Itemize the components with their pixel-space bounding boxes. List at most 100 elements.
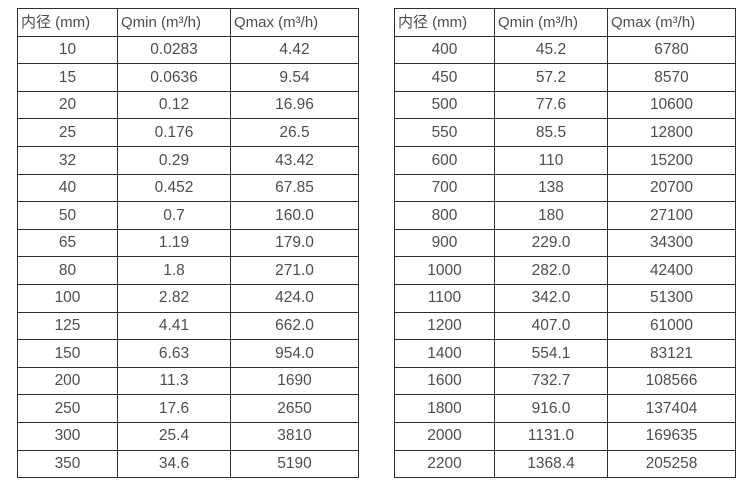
table-cell: 25: [17, 118, 118, 147]
table-cell: 1.19: [117, 228, 231, 258]
table-cell: 350: [17, 449, 118, 479]
table-row: 1000 282.0 42400: [394, 256, 736, 285]
table-cell: 424.0: [230, 283, 359, 313]
table-cell: 2650: [230, 394, 359, 423]
table-cell: 2000: [394, 421, 495, 451]
table-cell: 10600: [607, 90, 736, 120]
table-cell: 1000: [394, 256, 495, 285]
table-row: 10 0.0283 4.42: [17, 35, 359, 65]
table-cell: 407.0: [494, 311, 608, 341]
table-row: 550 85.5 12800: [394, 118, 736, 147]
table-cell: 26.5: [230, 118, 359, 147]
table-cell: 0.176: [117, 118, 231, 147]
table-row: 300 25.4 3810: [17, 421, 359, 451]
table-cell: 125: [17, 311, 118, 341]
header-qmin: Qmin (m³/h): [117, 8, 231, 37]
header-diameter: 内径 (mm): [394, 8, 495, 37]
table-cell: 169635: [607, 421, 736, 451]
table-cell: 32: [17, 145, 118, 175]
table-cell: 50: [17, 201, 118, 230]
table-row: 15 0.0636 9.54: [17, 63, 359, 92]
table-cell: 2.82: [117, 283, 231, 313]
table-cell: 800: [394, 201, 495, 230]
table-cell: 150: [17, 339, 118, 368]
table-cell: 16.96: [230, 90, 359, 120]
table-cell: 1200: [394, 311, 495, 341]
table-row: 900 229.0 34300: [394, 228, 736, 258]
table-cell: 180: [494, 201, 608, 230]
table-cell: 4.42: [230, 35, 359, 65]
table-cell: 1368.4: [494, 449, 608, 479]
flow-table-small-diameters: 内径 (mm) Qmin (m³/h) Qmax (m³/h) 10 0.0283…: [17, 8, 359, 479]
table-cell: 2200: [394, 449, 495, 479]
table-cell: 200: [17, 366, 118, 396]
table-row: 50 0.7 160.0: [17, 201, 359, 230]
table-cell: 732.7: [494, 366, 608, 396]
header-qmax: Qmax (m³/h): [607, 8, 736, 37]
table-cell: 554.1: [494, 339, 608, 368]
table-cell: 40: [17, 173, 118, 203]
table-cell: 0.29: [117, 145, 231, 175]
table-cell: 6.63: [117, 339, 231, 368]
table-cell: 916.0: [494, 394, 608, 423]
table-cell: 12800: [607, 118, 736, 147]
table-row: 500 77.6 10600: [394, 90, 736, 120]
table-cell: 65: [17, 228, 118, 258]
table-cell: 85.5: [494, 118, 608, 147]
table-cell: 27100: [607, 201, 736, 230]
table-cell: 61000: [607, 311, 736, 341]
table-row: 400 45.2 6780: [394, 35, 736, 65]
table-row: 1100 342.0 51300: [394, 283, 736, 313]
table-row: 250 17.6 2650: [17, 394, 359, 423]
table-cell: 83121: [607, 339, 736, 368]
table-cell: 1800: [394, 394, 495, 423]
table-cell: 954.0: [230, 339, 359, 368]
table-cell: 0.7: [117, 201, 231, 230]
header-row: 内径 (mm) Qmin (m³/h) Qmax (m³/h): [17, 8, 359, 37]
table-cell: 500: [394, 90, 495, 120]
table-cell: 1400: [394, 339, 495, 368]
table-cell: 138: [494, 173, 608, 203]
table-cell: 0.0283: [117, 35, 231, 65]
table-cell: 400: [394, 35, 495, 65]
table-cell: 4.41: [117, 311, 231, 341]
table-cell: 1131.0: [494, 421, 608, 451]
table-cell: 17.6: [117, 394, 231, 423]
table-cell: 205258: [607, 449, 736, 479]
table-cell: 8570: [607, 63, 736, 92]
table-row: 450 57.2 8570: [394, 63, 736, 92]
table-row: 2200 1368.4 205258: [394, 449, 736, 479]
table-cell: 160.0: [230, 201, 359, 230]
table-cell: 67.85: [230, 173, 359, 203]
table-cell: 1690: [230, 366, 359, 396]
table-row: 65 1.19 179.0: [17, 228, 359, 258]
table-cell: 271.0: [230, 256, 359, 285]
table-cell: 700: [394, 173, 495, 203]
table-cell: 45.2: [494, 35, 608, 65]
table-cell: 108566: [607, 366, 736, 396]
header-qmin: Qmin (m³/h): [494, 8, 608, 37]
table-cell: 1.8: [117, 256, 231, 285]
table-cell: 25.4: [117, 421, 231, 451]
table-cell: 43.42: [230, 145, 359, 175]
table-cell: 229.0: [494, 228, 608, 258]
table-cell: 34.6: [117, 449, 231, 479]
table-cell: 20: [17, 90, 118, 120]
table-cell: 900: [394, 228, 495, 258]
table-cell: 0.452: [117, 173, 231, 203]
table-cell: 450: [394, 63, 495, 92]
table-cell: 51300: [607, 283, 736, 313]
table-cell: 342.0: [494, 283, 608, 313]
table-row: 20 0.12 16.96: [17, 90, 359, 120]
table-row: 600 110 15200: [394, 145, 736, 175]
table-cell: 9.54: [230, 63, 359, 92]
table-cell: 100: [17, 283, 118, 313]
table-cell: 179.0: [230, 228, 359, 258]
table-row: 25 0.176 26.5: [17, 118, 359, 147]
table-cell: 80: [17, 256, 118, 285]
table-cell: 11.3: [117, 366, 231, 396]
table-row: 350 34.6 5190: [17, 449, 359, 479]
table-cell: 662.0: [230, 311, 359, 341]
table-cell: 550: [394, 118, 495, 147]
